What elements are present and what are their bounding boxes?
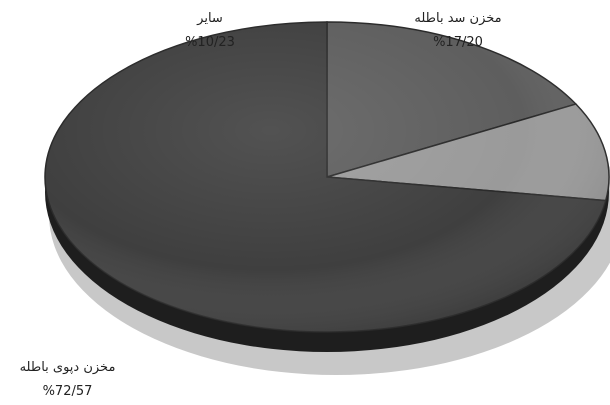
slice-label-other: سایر %10/23 <box>150 7 270 55</box>
slice-name: مخزن سد باطله <box>414 11 502 26</box>
slice-percent: %72/57 <box>42 384 93 399</box>
slice-percent: %17/20 <box>433 35 483 50</box>
slice-name: مخزن دپوی باطله <box>19 360 116 375</box>
slice-name: سایر <box>197 11 223 26</box>
slice-label-tailings-depot-reservoir: مخزن دپوی باطله %72/57 <box>0 356 135 404</box>
pie-shading <box>45 22 609 332</box>
slice-label-tailings-dam-reservoir: مخزن سد باطله %17/20 <box>398 7 518 55</box>
slice-percent: %10/23 <box>185 35 235 50</box>
